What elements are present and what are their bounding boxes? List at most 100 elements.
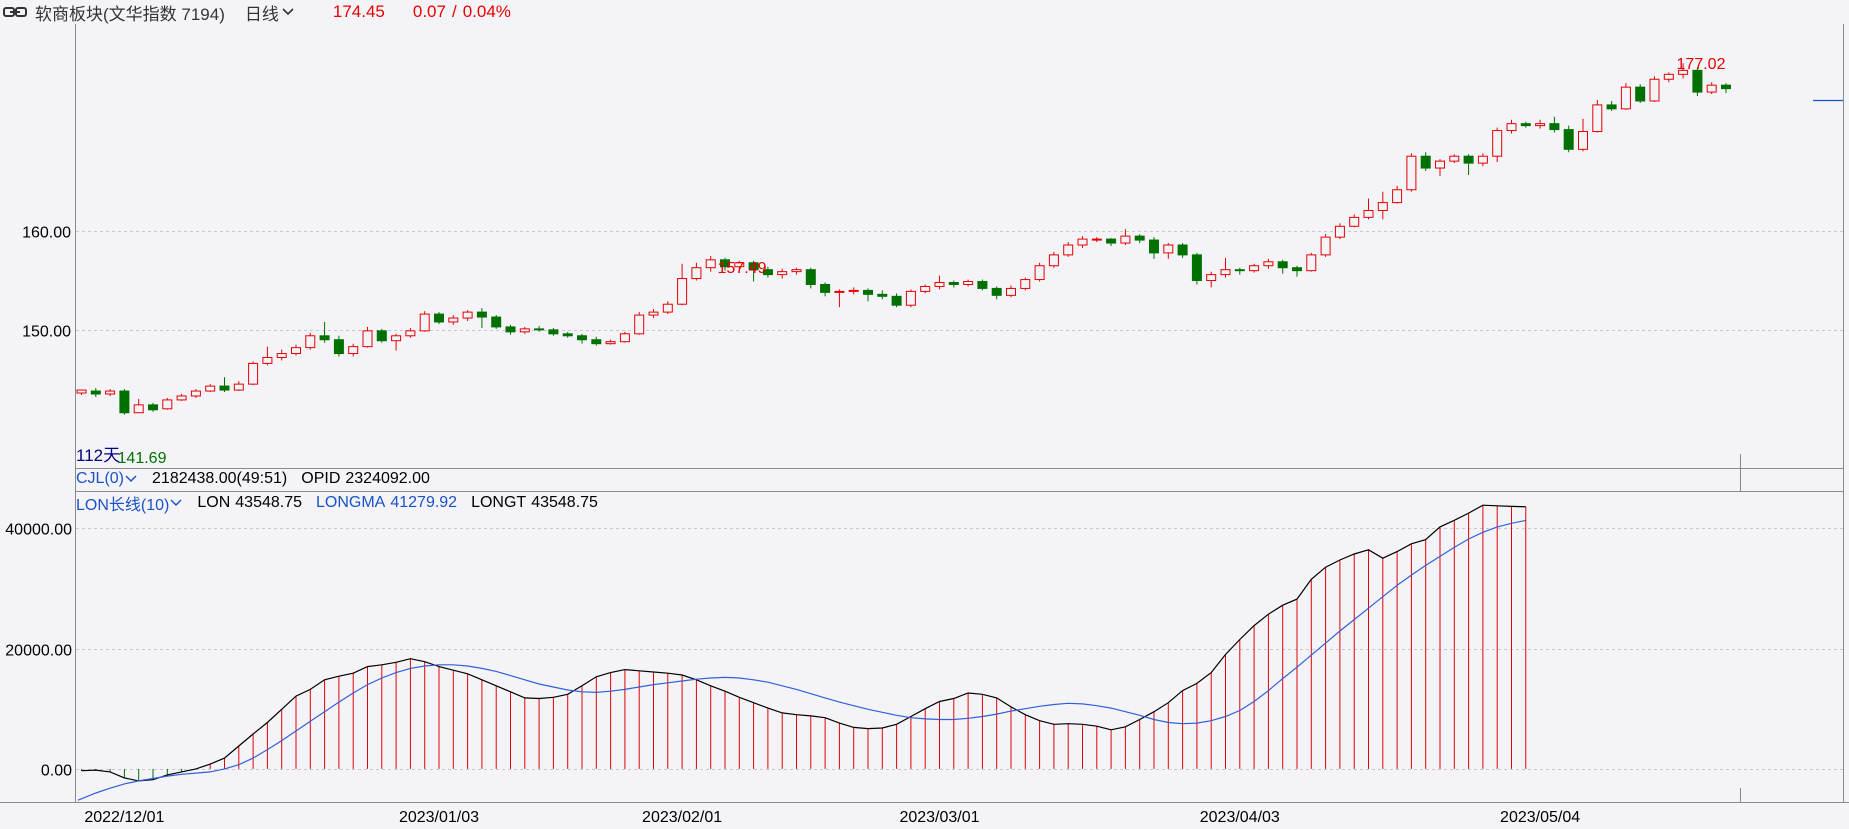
candle-body [248, 362, 259, 385]
candle-body [190, 390, 201, 397]
candle-body [434, 313, 444, 323]
volume-indicator-label[interactable]: CJL(0) [76, 470, 125, 487]
candle [548, 327, 559, 336]
candle-body [1249, 265, 1260, 272]
candle [1563, 125, 1574, 153]
low-price-label: 141.69 [118, 450, 167, 467]
candle [619, 331, 630, 343]
lon-value: 43548.75 [235, 494, 302, 511]
candle [505, 324, 516, 335]
candle [1620, 83, 1631, 110]
candle-body [848, 289, 859, 292]
candle [305, 332, 316, 350]
date-tick-label: 2023/02/01 [642, 809, 722, 826]
candle-body [276, 353, 287, 358]
candle-body [1678, 69, 1689, 75]
price-change-percent: 0.04% [462, 2, 511, 21]
longt-value: 43548.75 [531, 494, 598, 511]
candle-body [1149, 239, 1159, 254]
candle-body [176, 395, 187, 401]
candle-body [1277, 261, 1288, 269]
chevron-down-icon[interactable] [169, 498, 183, 508]
candle [1606, 100, 1617, 111]
chevron-down-icon [282, 8, 294, 16]
candle-body [1177, 244, 1188, 256]
candle-body [1349, 216, 1360, 227]
candle [705, 255, 716, 272]
candle-body [348, 346, 359, 355]
candle-body [448, 317, 459, 323]
volume-indicator-bar: CJL(0) 2182438.00(49:51) OPID 2324092.00 [76, 468, 430, 490]
candle-body [777, 271, 788, 276]
candle [820, 282, 831, 297]
candle [1678, 63, 1689, 79]
candle-body [1163, 244, 1174, 254]
candle-body [1220, 269, 1231, 276]
candle-body [1306, 254, 1317, 272]
candle [1520, 121, 1531, 128]
price-grid [76, 231, 1843, 331]
candle [1406, 153, 1417, 192]
candle-body [691, 267, 702, 280]
candle-body [1334, 225, 1345, 238]
candle [348, 343, 359, 357]
candle [1277, 259, 1288, 274]
candle [762, 266, 773, 278]
candle [1392, 185, 1403, 204]
lon-tick-label: 20000.00 [5, 643, 72, 660]
period-selector[interactable]: 日线 [245, 0, 295, 25]
chart-canvas[interactable]: 150.00 160.00 177.02 157.49 141.69 112天 0… [0, 24, 1849, 829]
candle-body [319, 335, 330, 341]
candle-body [591, 339, 602, 345]
candle-body [462, 311, 473, 319]
candle [105, 389, 116, 396]
candle-body [1563, 129, 1574, 150]
candle-body [991, 287, 1002, 296]
candle [1592, 99, 1603, 133]
candle [662, 301, 673, 315]
candle [905, 289, 916, 308]
candle-body [1506, 123, 1517, 132]
high-price-label: 177.02 [1677, 56, 1726, 73]
candle [1063, 242, 1074, 257]
candle [591, 336, 602, 346]
date-tick-label: 2022/12/01 [84, 809, 164, 826]
candle [276, 349, 287, 361]
candle-body [1663, 73, 1674, 80]
candle [462, 310, 473, 321]
candle-body [662, 303, 673, 313]
lon-line [81, 504, 1526, 782]
candle [1034, 262, 1045, 282]
chevron-down-icon[interactable] [124, 474, 138, 484]
candle-body [1477, 155, 1488, 164]
candle [963, 279, 974, 287]
candle-body [820, 283, 831, 293]
candle [1706, 82, 1717, 95]
mid-high-price-label: 157.49 [718, 260, 767, 277]
candle-body [1406, 155, 1417, 191]
candle-body [577, 335, 587, 341]
candle [1549, 116, 1560, 133]
candle [519, 326, 530, 334]
date-tick-label: 2023/03/01 [899, 809, 979, 826]
date-tick-label: 2023/05/04 [1500, 809, 1580, 826]
candle [1177, 243, 1188, 258]
candle [1249, 263, 1260, 273]
candle-body [1706, 84, 1717, 93]
candle-body [1320, 236, 1331, 256]
link-icon[interactable] [3, 6, 31, 18]
lon-indicator-bar: LON长线(10) LON 43548.75 LONGMA 41279.92 L… [76, 492, 598, 514]
candle [891, 293, 902, 308]
candle-body [934, 282, 945, 287]
candle-body [834, 290, 845, 293]
candle [934, 275, 945, 290]
candle-body [1435, 160, 1445, 169]
candle [1191, 252, 1202, 285]
candle-body [762, 269, 773, 276]
candle [319, 321, 330, 343]
change-separator: / [451, 2, 457, 21]
lon-indicator-label[interactable]: LON长线(10) [76, 497, 170, 514]
candle [391, 333, 402, 351]
longma-label: LONGMA [316, 494, 386, 511]
candle [176, 394, 187, 401]
